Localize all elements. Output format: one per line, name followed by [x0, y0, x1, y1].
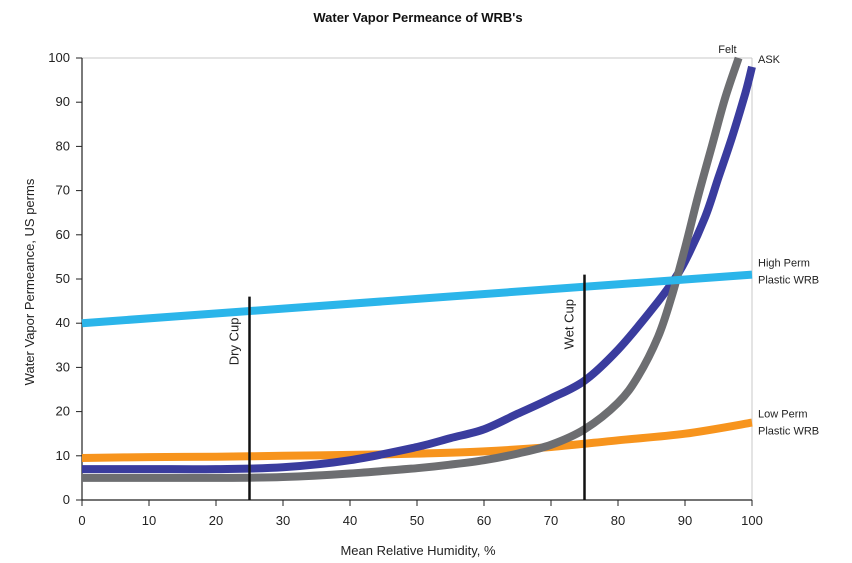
y-tick-label: 0: [63, 492, 70, 507]
dry-cup-label: Dry Cup: [227, 318, 242, 366]
y-axis-label: Water Vapor Permeance, US perms: [22, 178, 37, 385]
direct-legend-labels: Felt ASK High Perm Plastic WRB Low Perm Plast…: [718, 44, 819, 438]
x-tick-label: 80: [611, 513, 625, 528]
y-tick-label: 90: [56, 94, 70, 109]
y-tick-label: 60: [56, 227, 70, 242]
y-tick-label: 20: [56, 404, 70, 419]
x-tick-label: 20: [209, 513, 223, 528]
y-tick-label: 10: [56, 448, 70, 463]
y-tick-label: 50: [56, 271, 70, 286]
legend-label-high-perm-line-1: High Perm: [758, 258, 810, 270]
y-tick-label: 100: [48, 50, 70, 65]
x-axis-ticks: 0 10 20 30 40 50 60 70 80 90 100: [78, 500, 763, 528]
y-tick-label: 80: [56, 138, 70, 153]
y-tick-label: 30: [56, 359, 70, 374]
ask-series-line: [81, 65, 756, 474]
felt-series-line: [81, 56, 743, 482]
y-axis-ticks: 0 10 20 30 40 50 60 70 80 90 100: [48, 50, 82, 507]
x-tick-label: 40: [343, 513, 357, 528]
legend-label-high-perm-line-2: Plastic WRB: [758, 275, 819, 287]
x-tick-label: 70: [544, 513, 558, 528]
x-tick-label: 100: [741, 513, 763, 528]
series-layer: [81, 56, 756, 482]
chart-title: Water Vapor Permeance of WRB's: [313, 10, 522, 25]
y-tick-label: 40: [56, 315, 70, 330]
x-tick-label: 10: [142, 513, 156, 528]
x-tick-label: 30: [276, 513, 290, 528]
low-perm-series-line: [81, 418, 753, 462]
wet-cup-label: Wet Cup: [562, 299, 577, 349]
legend-label-felt: Felt: [718, 44, 736, 56]
x-tick-label: 90: [678, 513, 692, 528]
x-tick-label: 50: [410, 513, 424, 528]
x-tick-label: 60: [477, 513, 491, 528]
y-tick-label: 70: [56, 183, 70, 198]
x-axis-label: Mean Relative Humidity, %: [340, 543, 496, 558]
x-tick-label: 0: [78, 513, 85, 528]
legend-label-low-perm-line-1: Low Perm: [758, 409, 808, 421]
annotation-layer: Dry Cup Wet Cup: [227, 274, 586, 500]
legend-label-low-perm-line-2: Plastic WRB: [758, 426, 819, 438]
high-perm-series-line: [81, 270, 753, 328]
legend-label-ask: ASK: [758, 54, 781, 66]
